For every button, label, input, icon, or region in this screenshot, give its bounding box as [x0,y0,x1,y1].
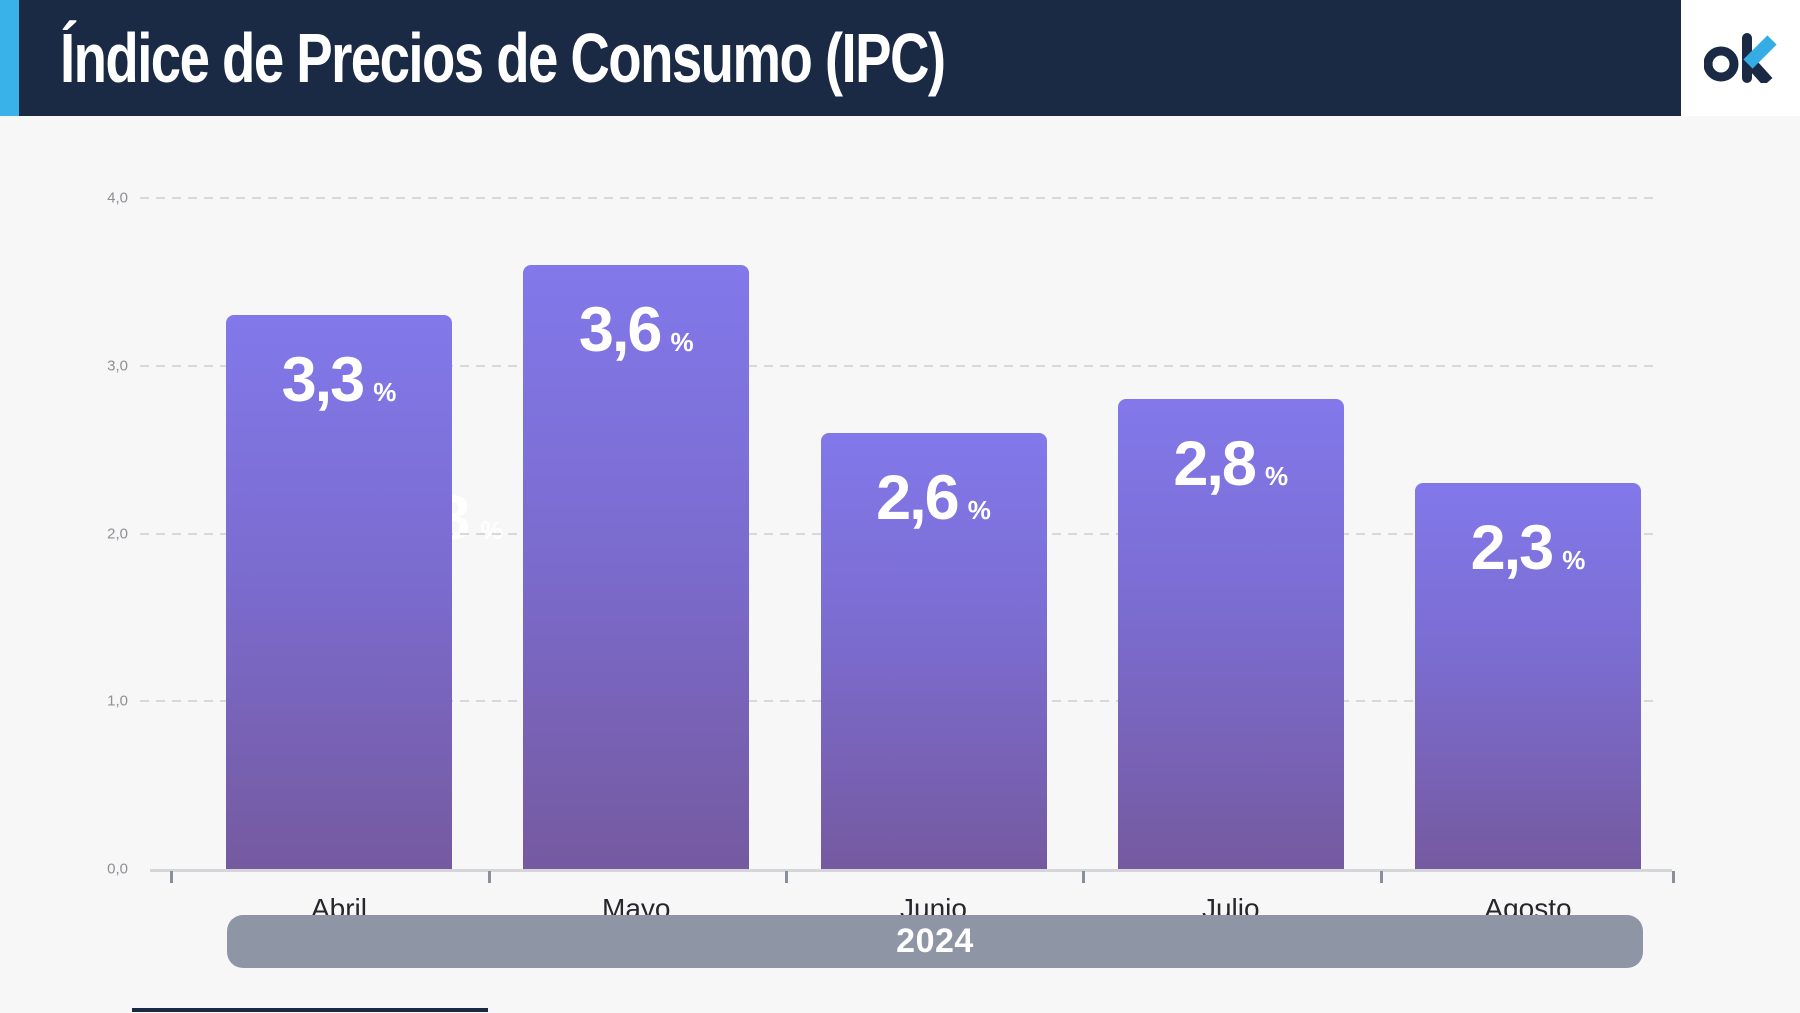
y-axis-label: 2,0 [107,525,128,542]
bar-junio: 2,6% [820,432,1047,869]
bar-value-label: 2,8% [1118,433,1344,496]
bar-value-label: 2,3% [1415,517,1641,580]
logo-k-check-icon [1742,35,1777,69]
percent-sign: % [670,327,694,358]
percent-sign: % [967,494,991,525]
y-axis-label: 4,0 [107,189,128,207]
bar-value-label: 3,3% [226,349,452,412]
axis-tick [488,871,491,883]
bar-value-label: 3,6% [523,299,749,362]
bar-value-number: 2,6 [876,462,960,533]
bar-value-number: 3,6 [578,295,663,366]
axis-tick [1672,871,1675,883]
gridline [140,364,1660,367]
bar-julio: 2,8% [1117,399,1344,869]
chart-area: 3 % 0,0 1,0 2,0 3,0 4,0 3,3% Abril 3,6% Mayo 2,6%… [0,116,1800,1013]
bar-agosto: 2,3% [1415,483,1641,869]
bar-value-number: 3,3 [281,345,366,416]
bar-value-number: 2,8 [1173,429,1257,500]
ghost-percent-sign: % [480,517,503,545]
axis-tick [1082,871,1085,883]
axis-tick [785,871,788,883]
bar-mayo: 3,6% [523,265,750,869]
bar-abril: 3,3% [226,315,452,869]
axis-tick [170,871,173,883]
video-progress-bar [132,1008,488,1012]
app-header: Índice de Precios de Consumo (IPC) [0,0,1800,116]
percent-sign: % [1562,545,1586,576]
gridline [140,197,1660,199]
ok-logo [1703,33,1777,83]
percent-sign: % [373,377,397,408]
year-label: 2024 [896,922,974,960]
logo-box [1681,0,1800,116]
header-accent-stripe [0,0,19,116]
axis-tick [1380,871,1383,883]
year-pill: 2024 [227,915,1643,968]
axis-baseline [150,869,1672,872]
y-axis-label: 3,0 [107,357,128,375]
logo-o-icon [1703,46,1738,82]
percent-sign: % [1264,461,1289,492]
y-axis-label: 0,0 [107,860,128,878]
y-axis-label: 1,0 [107,692,128,710]
bar-value-label: 2,6% [821,462,1047,533]
bar-value-number: 2,3 [1470,513,1555,584]
page-title: Índice de Precios de Consumo (IPC) [60,19,946,97]
